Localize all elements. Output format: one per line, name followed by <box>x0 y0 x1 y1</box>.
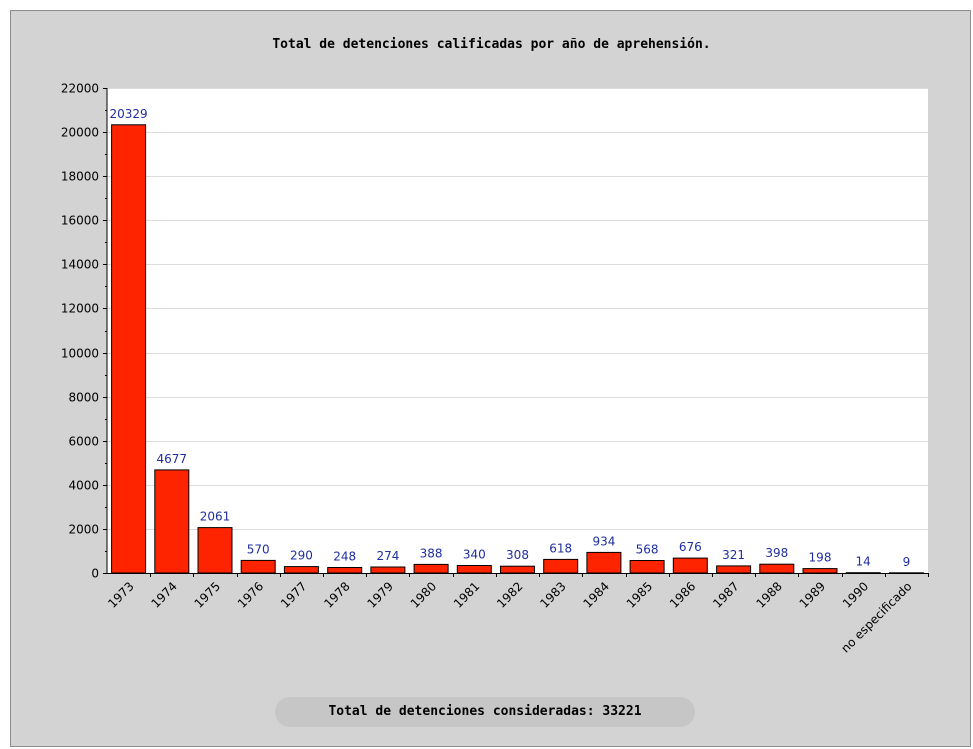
x-tick-label: 1982 <box>494 579 525 610</box>
bar-1980 <box>413 563 449 574</box>
x-tick-label: 1989 <box>797 579 828 610</box>
y-tick-label: 0 <box>91 567 99 581</box>
bar-1982 <box>500 565 535 574</box>
x-tick-label: 1985 <box>624 579 655 610</box>
bar-1977 <box>283 566 319 574</box>
bar-1979 <box>370 566 406 574</box>
y-tick-label: 14000 <box>61 258 99 272</box>
data-label: 568 <box>636 543 659 557</box>
chart-title: Total de detenciones calificadas por año… <box>272 37 711 52</box>
bar-1985 <box>629 560 665 574</box>
x-tick-label: 1981 <box>451 579 482 610</box>
x-tick-label: 1988 <box>753 579 784 610</box>
y-tick-label: 4000 <box>68 479 99 493</box>
x-tick-label: 1983 <box>537 579 568 610</box>
bar-1988 <box>759 563 795 574</box>
x-tick-label: 1980 <box>408 579 439 610</box>
y-tick-label: 22000 <box>61 82 99 96</box>
data-label: 198 <box>809 551 832 565</box>
bars <box>111 124 924 574</box>
data-label: 4677 <box>157 452 188 466</box>
data-label: 2061 <box>200 510 231 524</box>
x-tick-label: 1979 <box>365 579 396 610</box>
x-tick-label: 1973 <box>105 579 136 610</box>
data-label: 14 <box>856 555 871 569</box>
y-tick-label: 8000 <box>68 391 99 405</box>
data-label: 676 <box>679 540 702 554</box>
x-tick-label: 1987 <box>710 579 741 610</box>
bar-1975 <box>197 527 233 574</box>
y-axis: 0 2000 4000 6000 8000 10000 12000 14000 16000 180… <box>61 82 108 581</box>
data-label: 20329 <box>110 107 148 121</box>
data-label: 618 <box>549 541 572 555</box>
y-tick-label: 20000 <box>61 126 99 140</box>
data-label: 934 <box>592 534 615 548</box>
chart-frame: Total de detenciones calificadas por año… <box>10 10 971 747</box>
data-label: 290 <box>290 549 313 563</box>
x-tick-label: 1975 <box>192 579 223 610</box>
bar-1974 <box>154 469 190 574</box>
bar-1986 <box>672 557 708 574</box>
y-tick-label: 12000 <box>61 302 99 316</box>
data-label: 248 <box>333 550 356 564</box>
data-label: 388 <box>420 546 443 560</box>
x-tick-label: 1984 <box>581 579 612 610</box>
plot-area <box>107 88 928 573</box>
total-summary-badge: Total de detenciones consideradas: 33221 <box>275 697 695 727</box>
bar-1984 <box>586 551 622 574</box>
y-tick-label: 10000 <box>61 347 99 361</box>
bar-1976 <box>240 559 276 574</box>
bar-1981 <box>456 565 492 574</box>
x-tick-label: 1977 <box>278 579 309 610</box>
x-tick-label: 1986 <box>667 579 698 610</box>
x-axis: 1973 1974 1975 1976 1977 1978 1979 1980 1981 1982… <box>105 573 929 655</box>
x-tick-label: 1990 <box>840 579 871 610</box>
bar-1983 <box>543 558 579 574</box>
bar-1987 <box>716 565 752 574</box>
data-label: 340 <box>463 548 486 562</box>
y-tick-label: 16000 <box>61 214 99 228</box>
bar-1973 <box>111 124 147 574</box>
data-label: 321 <box>722 548 745 562</box>
x-tick-label: 1978 <box>321 579 352 610</box>
data-labels: 20329 4677 2061 570 290 248 274 388 340 308 618 934… <box>110 107 911 569</box>
data-label: 308 <box>506 548 529 562</box>
total-summary-text: Total de detenciones consideradas: 33221 <box>328 704 642 719</box>
bar-1989 <box>802 568 838 574</box>
bar-chart: 0 2000 4000 6000 8000 10000 12000 14000 16000 180… <box>61 82 929 655</box>
grid-lines <box>107 88 928 530</box>
data-label: 9 <box>903 555 911 569</box>
x-tick-label: 1976 <box>235 579 266 610</box>
data-label: 570 <box>247 542 270 556</box>
data-label: 398 <box>765 546 788 560</box>
y-tick-label: 2000 <box>68 523 99 537</box>
bar-1978 <box>327 567 363 574</box>
y-tick-label: 6000 <box>68 435 99 449</box>
y-tick-label: 18000 <box>61 170 99 184</box>
data-label: 274 <box>376 549 399 563</box>
x-tick-label: 1974 <box>148 579 179 610</box>
